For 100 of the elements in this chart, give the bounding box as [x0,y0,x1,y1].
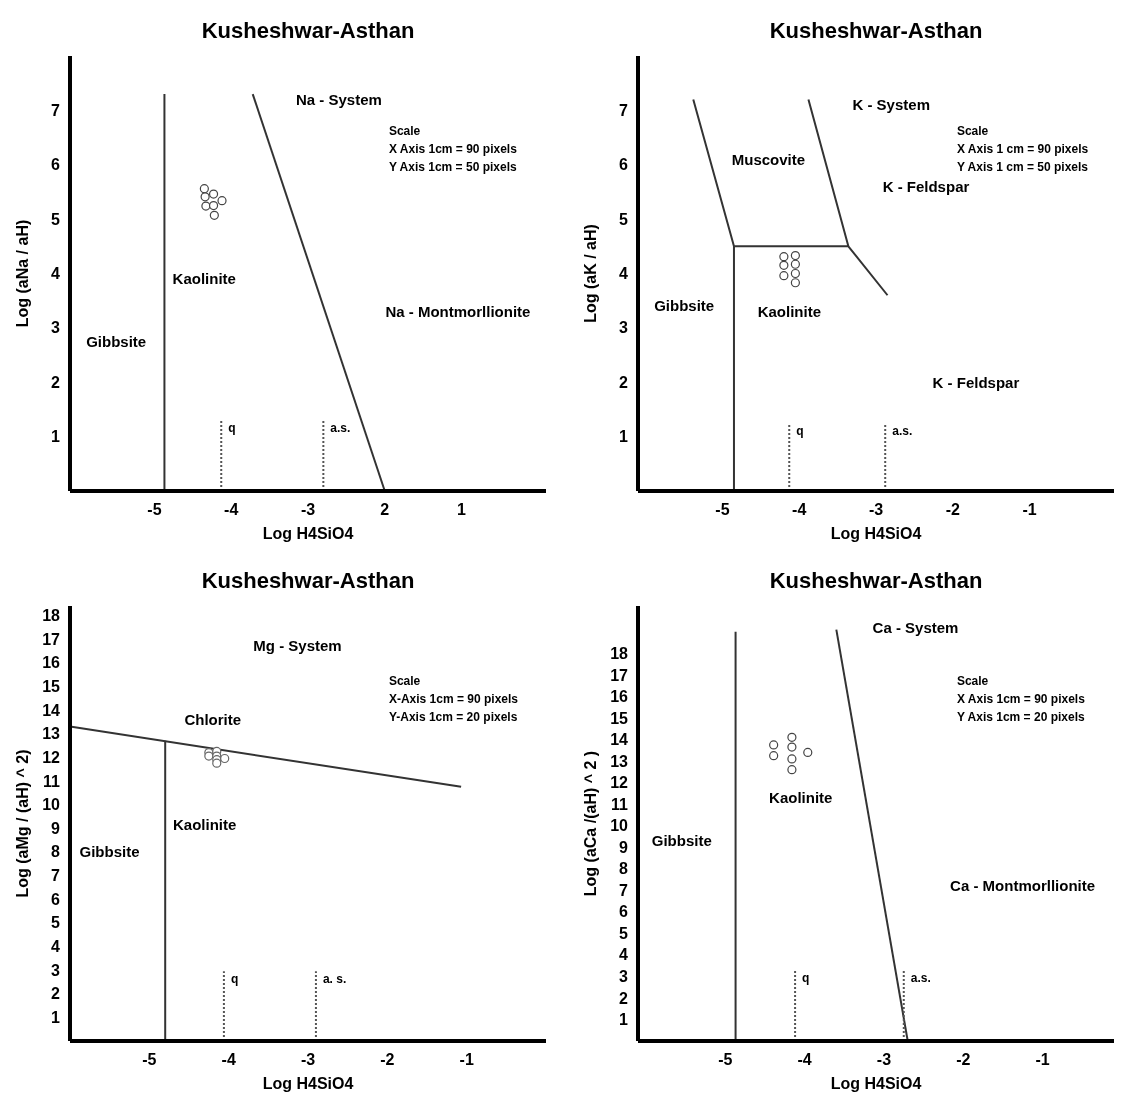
y-tick-label: 5 [619,210,629,228]
annotation: Ca - Montmorllionite [950,877,1096,895]
annotation: Ca - System [872,619,959,636]
y-tick-label: 13 [610,752,629,770]
x-tick-label: -3 [868,501,884,518]
y-tick-label: 3 [619,968,629,985]
annotation: Na - Montmorllionite [385,302,531,320]
y-tick-label: 3 [619,319,629,337]
annotation: K - Feldspar [882,177,970,195]
y-axis-title: Log (aMg / (aH) ^ 2) [14,749,31,898]
y-tick-label: 2 [51,373,61,391]
y-tick-label: 4 [619,265,629,283]
y-tick-label: 6 [619,903,629,921]
x-tick-label: -4 [797,1051,812,1068]
y-tick-label: 17 [42,630,61,648]
annotation: Kaolinite [172,270,236,288]
y-tick-label: 6 [619,156,629,174]
x-tick-label: -3 [876,1051,892,1068]
x-axis-title: Log H4SiO4 [262,525,354,542]
x-axis-title: Log H4SiO4 [262,1075,354,1092]
y-tick-label: 5 [51,210,61,228]
annotation: a.s. [910,970,931,985]
y-axis-title: Log (aNa / aH) [14,219,31,328]
annotation: a.s. [330,421,351,436]
annotation: Gibbsite [651,832,712,850]
chart-title: Kusheshwar-Asthan [201,18,415,43]
y-tick-label: 12 [42,748,61,766]
annotation: Gibbsite [86,332,147,350]
x-tick-label: -1 [459,1051,474,1068]
x-tick-label: -5 [715,501,730,518]
annotation: X Axis 1cm = 90 pixels [956,692,1086,707]
annotation: X Axis 1cm = 90 pixels [388,142,518,157]
x-tick-label: -4 [792,501,807,518]
x-tick-label: -4 [224,501,239,518]
x-tick-label: 2 [380,501,390,518]
y-tick-label: 1 [619,428,629,446]
y-tick-label: 7 [619,101,629,119]
y-tick-label: 17 [610,666,629,684]
chart-title: Kusheshwar-Asthan [769,568,983,593]
x-tick-label: -4 [221,1051,236,1068]
annotation: Chlorite [184,710,242,728]
y-tick-label: 16 [42,654,61,672]
y-tick-label: 4 [619,946,629,964]
annotation: Y-Axis 1cm = 20 pixels [388,710,518,725]
y-tick-label: 4 [51,938,61,956]
annotation: a. s. [322,972,347,987]
annotation: q [802,970,810,985]
y-tick-label: 10 [42,796,61,814]
x-axis-title: Log H4SiO4 [830,1075,922,1092]
y-tick-label: 11 [611,795,629,813]
x-tick-label: 1 [457,501,467,518]
y-tick-label: 2 [619,989,629,1007]
annotation: Gibbsite [654,297,715,315]
annotation: q [228,421,236,436]
y-tick-label: 7 [51,101,61,119]
y-tick-label: 5 [51,914,61,932]
annotation: Muscovite [731,150,806,168]
y-tick-label: 3 [51,961,61,979]
chart-title: Kusheshwar-Asthan [201,568,415,593]
y-tick-label: 7 [619,881,629,899]
annotation: Kaolinite [757,302,822,320]
annotation: Kaolinite [769,789,833,807]
annotation: Scale [956,124,989,139]
y-tick-label: 1 [51,428,61,446]
annotation: X Axis 1 cm = 90 pixels [956,142,1089,157]
y-tick-label: 7 [51,867,61,885]
annotation: K - System [852,96,930,114]
y-axis-title: Log (aK / aH) [582,224,599,323]
annotation: Na - System [296,90,382,108]
y-tick-label: 15 [42,677,61,695]
annotation: Kaolinite [173,816,237,834]
annotation: X-Axis 1cm = 90 pixels [388,692,519,707]
annotation: Scale [388,124,421,139]
annotation: Scale [388,674,421,689]
x-tick-label: -2 [945,501,960,518]
y-tick-label: 13 [42,725,61,743]
x-tick-label: -1 [1022,501,1037,518]
x-tick-label: -5 [718,1051,733,1068]
annotation: q [796,424,804,439]
y-tick-label: 1 [51,1008,61,1026]
x-tick-label: -2 [380,1051,395,1068]
y-tick-label: 6 [51,156,61,174]
y-tick-label: 8 [51,843,61,861]
x-tick-label: -5 [147,501,162,518]
y-tick-label: 9 [619,838,629,856]
y-tick-label: 15 [610,709,629,727]
x-tick-label: -5 [142,1051,157,1068]
annotation: K - Feldspar [932,373,1020,391]
x-tick-label: -3 [300,1051,316,1068]
annotation: a.s. [892,424,913,439]
y-tick-label: 12 [610,774,629,792]
y-tick-label: 2 [51,985,61,1003]
annotation: Mg - System [253,637,342,655]
annotation: q [230,972,239,987]
x-tick-label: -1 [1035,1051,1050,1068]
annotation: Gibbsite [79,843,140,861]
y-tick-label: 14 [610,731,629,749]
y-tick-label: 14 [42,701,61,719]
annotation: Y Axis 1cm = 50 pixels [388,160,517,175]
y-tick-label: 10 [610,817,629,835]
